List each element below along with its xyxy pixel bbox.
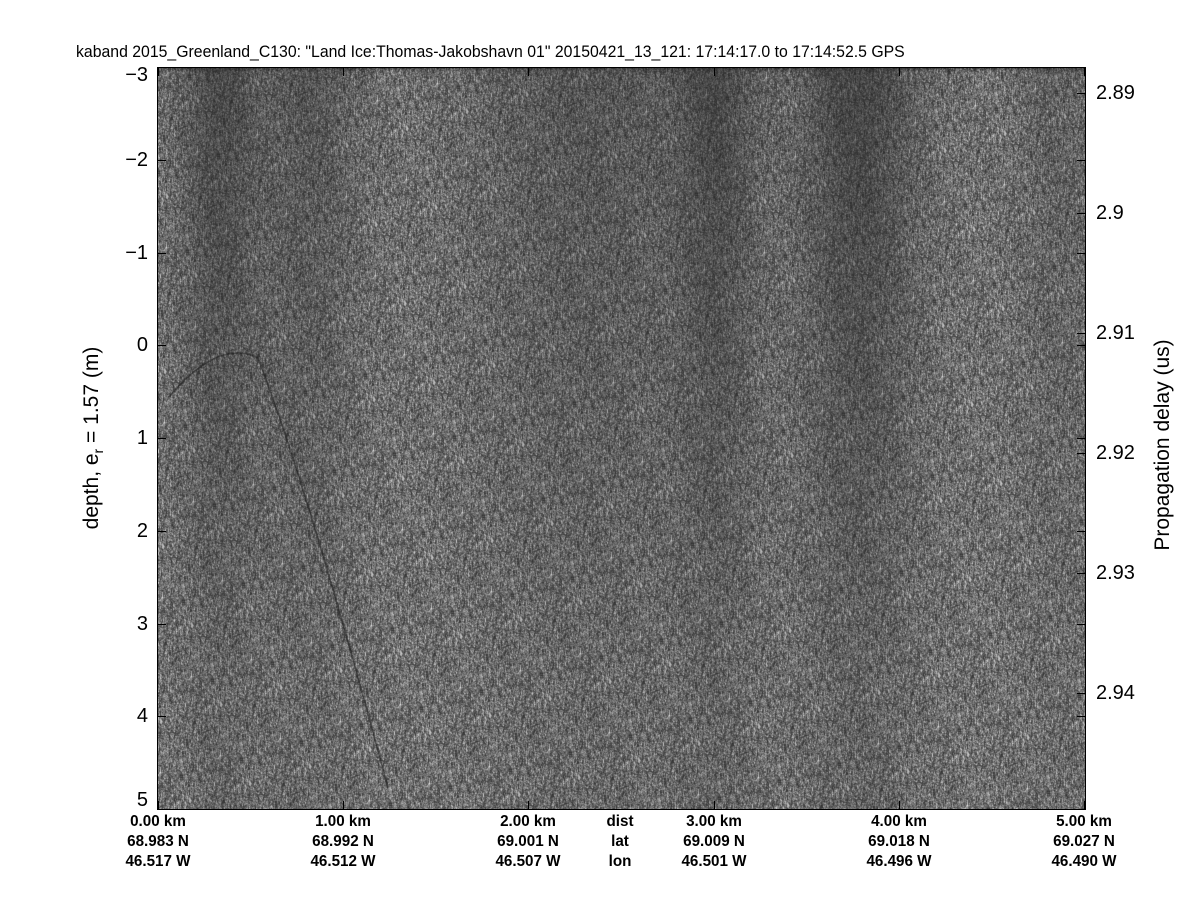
y-tick-mark-right — [1077, 716, 1086, 718]
x-tick-mark — [528, 801, 530, 810]
echogram-plot-area — [157, 67, 1086, 810]
x-tick-lat-label: 69.001 N — [497, 833, 560, 850]
chart-title: kaband 2015_Greenland_C130: "Land Ice:Th… — [76, 42, 905, 61]
x-tick-mark — [158, 801, 159, 810]
y-tick-mark — [157, 159, 166, 161]
y-tick-label: 0 — [136, 334, 148, 357]
x-tick-dist-label: 1.00 km — [315, 813, 372, 830]
x-tick-dist-label: 0.00 km — [130, 813, 186, 830]
y2-tick-mark — [1077, 93, 1086, 94]
y-tick-mark — [157, 345, 166, 347]
y-tick-mark-right — [1077, 530, 1086, 532]
x-tick-lon-label: 46.490 W — [1051, 853, 1117, 870]
x-tick-dist-label: 3.00 km — [685, 813, 742, 830]
echogram-image — [158, 68, 1085, 809]
x-tick-lat-label: 68.992 N — [312, 833, 375, 850]
x-tick-mark — [713, 801, 715, 810]
y-tick-mark — [157, 716, 166, 718]
y2-tick-label: 2.93 — [1096, 562, 1135, 584]
y-tick-mark-right — [1077, 159, 1086, 161]
y-axis-label-main: depth, e — [79, 453, 103, 530]
x-tick-mark-top — [1084, 67, 1085, 76]
x-tick-lat-label: 68.983 N — [127, 833, 189, 850]
y-tick-label: −3 — [125, 64, 148, 86]
y-axis-label-rest: = 1.57 (m) — [79, 346, 103, 449]
row-label-lat: lat — [611, 833, 629, 850]
y-tick-mark — [157, 530, 166, 532]
y-tick-mark-right — [1077, 252, 1086, 254]
y2-tick-label: 2.89 — [1096, 82, 1135, 104]
y2-tick-label: 2.94 — [1096, 682, 1135, 704]
y2-tick-label: 2.91 — [1096, 322, 1135, 344]
y-tick-label: −2 — [125, 148, 148, 171]
y2-tick-mark — [1077, 333, 1086, 334]
y-axis-label-subscript: r — [90, 448, 107, 454]
y2-tick-mark — [1077, 213, 1086, 214]
x-tick-dist-label: 4.00 km — [870, 813, 927, 830]
x-tick-mark-top — [343, 67, 345, 76]
x-tick-mark — [898, 801, 900, 810]
y-tick-mark — [157, 809, 166, 810]
x-tick-lon-label: 46.517 W — [125, 853, 191, 870]
y2-axis-label: Propagation delay (us) — [1151, 339, 1174, 551]
x-tick-lat-label: 69.027 N — [1053, 833, 1115, 850]
y2-tick-label: 2.92 — [1096, 442, 1135, 464]
y-tick-label: 2 — [136, 519, 148, 542]
x-tick-dist-label: 5.00 km — [1056, 813, 1112, 830]
y-tick-mark-right — [1077, 623, 1086, 625]
y-tick-mark-right — [1077, 67, 1086, 68]
y-tick-mark — [157, 67, 166, 68]
y-tick-label: 4 — [136, 705, 148, 728]
y-tick-mark — [157, 438, 166, 439]
x-tick-lon-label: 46.507 W — [495, 853, 561, 870]
x-tick-mark — [343, 801, 345, 810]
row-label-dist: dist — [606, 813, 634, 830]
x-tick-mark-top — [713, 67, 715, 76]
x-tick-lat-label: 69.018 N — [867, 833, 930, 850]
y-tick-mark — [157, 252, 166, 254]
y2-tick-label: 2.9 — [1096, 202, 1124, 224]
y-tick-mark — [157, 623, 166, 625]
y2-tick-mark — [1077, 453, 1086, 454]
y-tick-mark-right — [1077, 345, 1086, 347]
x-tick-lon-label: 46.501 W — [681, 853, 747, 870]
y-tick-label: 5 — [136, 789, 148, 811]
y-tick-mark-right — [1077, 809, 1086, 810]
x-tick-mark-top — [898, 67, 900, 76]
row-label-lon: lon — [608, 853, 632, 870]
x-tick-mark-top — [528, 67, 530, 76]
x-tick-mark — [1084, 801, 1085, 810]
y2-tick-mark — [1077, 573, 1086, 574]
x-tick-mark-top — [158, 67, 159, 76]
x-tick-lat-label: 69.009 N — [682, 833, 745, 850]
x-tick-lon-label: 46.496 W — [866, 853, 932, 870]
y-tick-label: −1 — [125, 241, 148, 264]
y-axis-label: depth, er = 1.57 (m) — [80, 347, 106, 530]
y-tick-label: 3 — [136, 612, 148, 635]
y-tick-mark-right — [1077, 438, 1086, 439]
y-tick-label: 1 — [136, 427, 148, 449]
x-tick-lon-label: 46.512 W — [310, 853, 376, 870]
y2-tick-mark — [1077, 693, 1086, 694]
x-tick-dist-label: 2.00 km — [500, 813, 557, 830]
